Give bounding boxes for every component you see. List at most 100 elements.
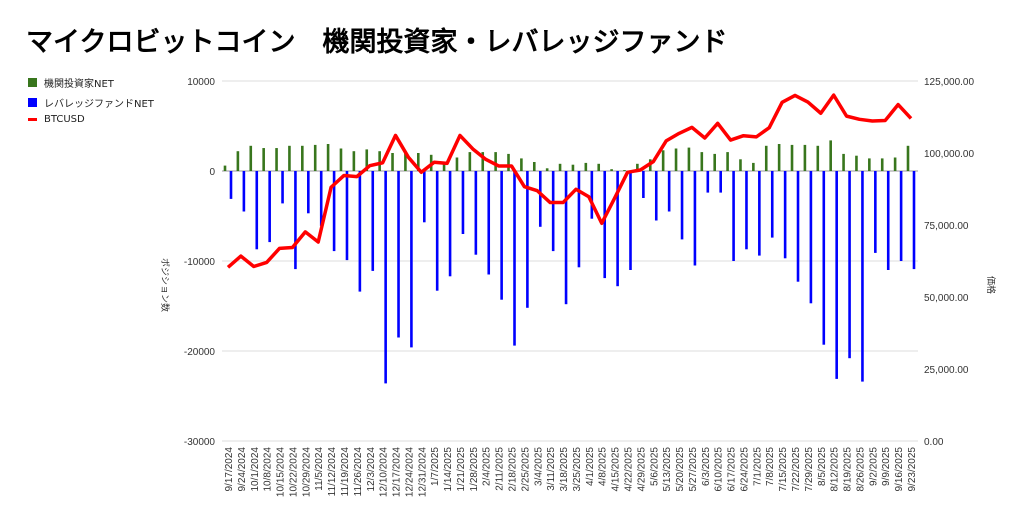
x-tick-label: 2/18/2025 xyxy=(508,447,519,492)
bar-leveraged xyxy=(861,171,864,382)
right-tick-label: 0.00 xyxy=(924,437,944,448)
bar-institutional xyxy=(481,152,485,171)
x-tick-label: 12/31/2024 xyxy=(417,447,428,497)
legend-label: 機関投資家NET xyxy=(44,79,114,90)
bar-leveraged xyxy=(448,171,452,277)
x-tick-label: 4/29/2025 xyxy=(636,447,647,492)
x-tick-label: 9/16/2025 xyxy=(894,447,905,492)
right-axis-title: 価格 xyxy=(986,276,997,294)
bar-leveraged xyxy=(886,171,890,270)
bar-institutional xyxy=(764,145,768,171)
x-tick-label: 3/25/2025 xyxy=(572,447,583,492)
bar-leveraged xyxy=(796,171,800,282)
legend-item-btcusd[interactable]: BTCUSD xyxy=(28,114,85,125)
bar-leveraged xyxy=(899,171,903,261)
bar-institutional xyxy=(262,148,265,171)
right-tick-label: 100,000.00 xyxy=(924,149,974,160)
x-tick-label: 5/13/2025 xyxy=(662,447,673,492)
bar-institutional xyxy=(468,152,472,171)
bar-institutional xyxy=(404,153,407,171)
bar-institutional xyxy=(545,168,549,171)
bar-institutional xyxy=(365,149,369,171)
bar-leveraged xyxy=(603,171,607,279)
bar-leveraged xyxy=(319,171,323,226)
bar-leveraged xyxy=(410,171,413,348)
bar-institutional xyxy=(326,144,330,171)
bar-leveraged xyxy=(616,171,619,287)
bar-leveraged xyxy=(538,171,542,227)
legend-item-institutional[interactable]: 機関投資家NET xyxy=(28,75,114,90)
bar-institutional xyxy=(275,148,278,171)
right-tick-label: 50,000.00 xyxy=(924,293,969,304)
bar-institutional xyxy=(391,153,394,171)
x-tick-label: 11/5/2024 xyxy=(314,447,325,491)
bar-institutional xyxy=(739,159,742,171)
x-tick-label: 2/25/2025 xyxy=(520,447,531,492)
bar-leveraged xyxy=(487,171,491,275)
bar-institutional xyxy=(674,148,678,171)
x-tick-label: 8/5/2025 xyxy=(817,447,828,486)
x-tick-label: 7/29/2025 xyxy=(804,447,815,492)
x-tick-label: 8/12/2025 xyxy=(830,447,841,492)
bar-leveraged xyxy=(229,171,233,199)
legend-swatch-green xyxy=(28,78,37,87)
bar-leveraged xyxy=(680,171,684,240)
x-tick-label: 9/9/2025 xyxy=(881,447,892,486)
x-tick-label: 10/22/2024 xyxy=(288,447,299,497)
bar-institutional xyxy=(816,145,820,171)
bar-leveraged xyxy=(706,171,710,193)
bar-institutional xyxy=(687,147,691,171)
x-tick-label: 4/1/2025 xyxy=(585,447,596,486)
bar-institutional xyxy=(236,151,240,171)
bar-institutional xyxy=(803,144,807,171)
x-tick-label: 8/19/2025 xyxy=(843,447,854,492)
bar-leveraged xyxy=(500,171,503,300)
bar-leveraged xyxy=(693,171,697,266)
bar-institutional xyxy=(868,158,871,171)
x-tick-label: 12/3/2024 xyxy=(366,447,377,492)
x-tick-label: 7/8/2025 xyxy=(765,447,776,486)
bar-leveraged xyxy=(758,171,761,256)
bar-institutional xyxy=(378,151,381,171)
x-tick-label: 11/19/2024 xyxy=(340,447,351,497)
bar-institutional xyxy=(661,150,665,171)
bar-institutional xyxy=(636,163,639,171)
x-tick-label: 2/4/2025 xyxy=(482,447,493,486)
left-tick-label: 10000 xyxy=(187,77,215,88)
bar-leveraged xyxy=(242,171,246,212)
bar-institutional xyxy=(558,163,562,171)
x-tick-label: 9/23/2025 xyxy=(907,447,918,492)
left-axis-title: ポジション数 xyxy=(160,258,171,312)
legend-item-leveraged[interactable]: レバレッジファンドNET xyxy=(28,95,154,110)
x-tick-label: 4/22/2025 xyxy=(623,447,634,492)
left-tick-label: -20000 xyxy=(184,347,216,358)
x-tick-label: 12/24/2024 xyxy=(404,447,415,497)
bar-institutional xyxy=(223,165,227,171)
bar-institutional xyxy=(507,153,510,171)
x-tick-label: 4/15/2025 xyxy=(611,447,622,492)
bar-leveraged xyxy=(435,171,439,291)
x-tick-label: 12/10/2024 xyxy=(379,447,390,497)
bar-institutional xyxy=(623,170,626,171)
bar-institutional xyxy=(880,158,884,171)
bar-institutional xyxy=(842,153,845,171)
x-tick-label: 7/15/2025 xyxy=(778,447,789,492)
bar-leveraged xyxy=(423,171,426,223)
bar-leveraged xyxy=(345,171,349,261)
x-tick-label: 8/26/2025 xyxy=(855,447,866,492)
bar-leveraged xyxy=(874,171,877,253)
bar-leveraged xyxy=(822,171,826,345)
x-tick-label: 10/29/2024 xyxy=(301,447,312,497)
x-tick-label: 6/3/2025 xyxy=(701,447,712,486)
line-btcusd xyxy=(226,93,913,269)
x-tick-label: 10/1/2024 xyxy=(250,447,261,492)
bar-leveraged xyxy=(642,171,645,198)
bar-leveraged xyxy=(384,171,387,384)
bar-leveraged xyxy=(809,171,813,304)
bar-leveraged xyxy=(397,171,400,338)
bar-institutional xyxy=(571,164,575,171)
bar-leveraged xyxy=(513,171,516,346)
right-tick-label: 75,000.00 xyxy=(924,221,969,232)
bar-institutional xyxy=(532,162,536,171)
x-tick-label: 7/1/2025 xyxy=(752,447,763,486)
